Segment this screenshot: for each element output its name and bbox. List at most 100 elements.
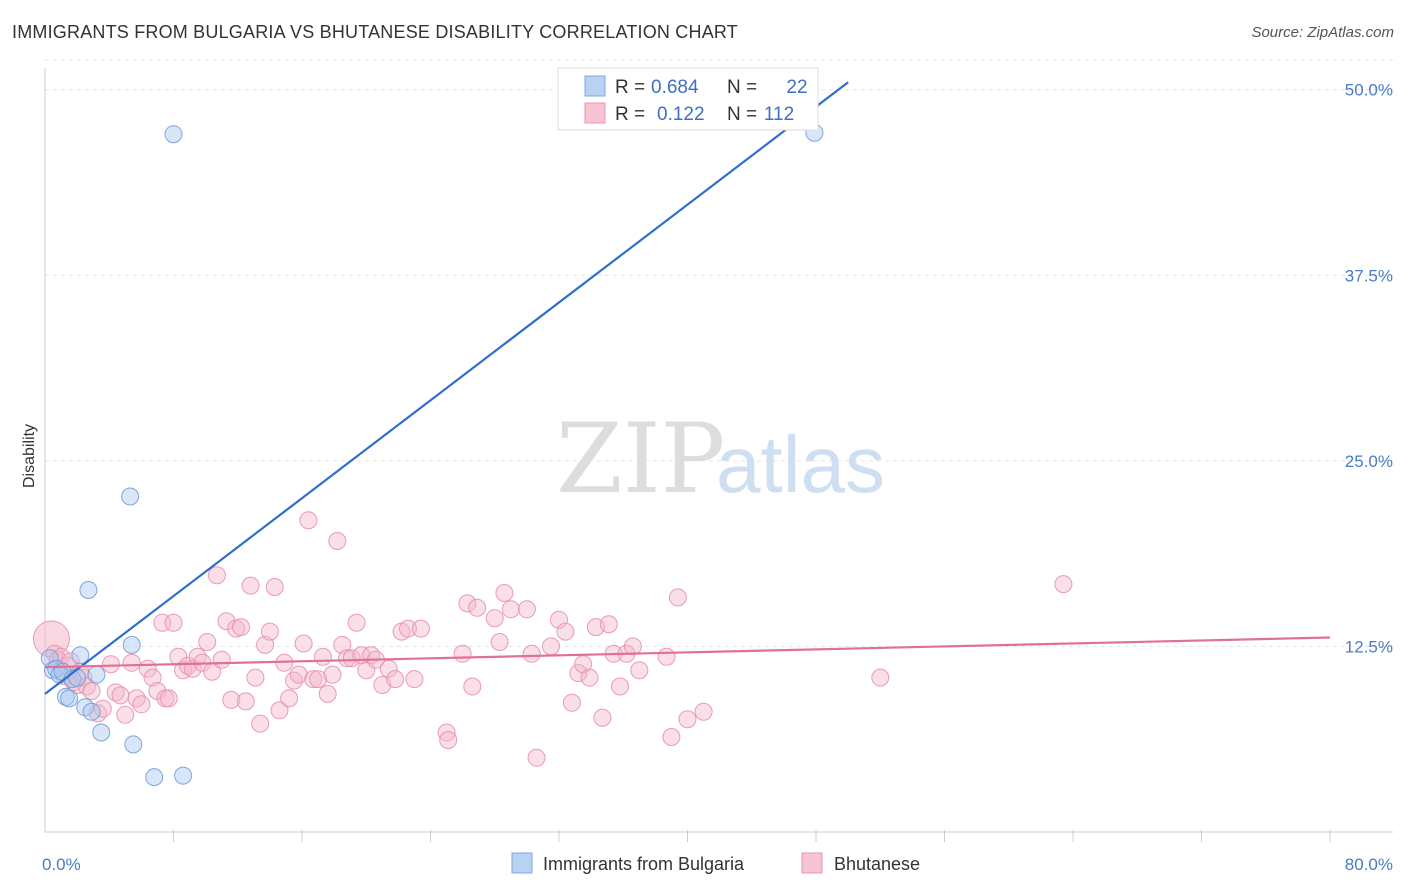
bhutanese-point-47	[256, 635, 275, 654]
legend-r-label-1: R =	[615, 77, 645, 98]
bhutanese-point-97	[580, 668, 599, 687]
bhutanese-point-82	[463, 677, 482, 696]
bhutanese-point-58	[309, 670, 328, 689]
bulgaria-point-15	[121, 487, 140, 506]
bhutanese-point-91	[542, 637, 560, 656]
bhutanese-point-66	[347, 613, 366, 632]
watermark-zip: ZIP	[556, 403, 725, 515]
bhutanese-point-108	[668, 588, 687, 607]
bhutanese-point-92	[550, 610, 568, 629]
trend-lines	[44, 81, 1331, 695]
bhutanese-point-94	[562, 693, 581, 712]
bulgaria-point-12	[82, 702, 101, 721]
bhutanese-point-38	[212, 650, 231, 669]
legend-r-label-2: R =	[615, 104, 645, 125]
bhutanese-point-45	[246, 668, 265, 687]
bhutanese-point-28	[164, 613, 183, 632]
bhutanese-point-15	[101, 655, 120, 674]
bhutanese-point-107	[662, 728, 681, 746]
bhutanese-point-21	[132, 695, 151, 714]
bhutanese-point-65	[342, 649, 361, 668]
bhutanese-point-90	[527, 748, 546, 767]
bhutanese-point-87	[501, 600, 520, 619]
bhutanese-point-54	[289, 665, 308, 684]
bhutanese-point-81	[458, 594, 477, 613]
legend-n-label-1: N =	[727, 77, 757, 98]
bhutanese-point-37	[207, 566, 226, 585]
bhutanese-point-111	[871, 668, 890, 687]
bhutanese-point-109	[678, 710, 697, 729]
bhutanese-point-88	[517, 600, 536, 619]
bhutanese-point-52	[280, 689, 299, 708]
bulgaria-point-14	[92, 723, 111, 742]
bhutanese-point-99	[593, 708, 612, 727]
x-tick-label-0: 0.0%	[42, 855, 81, 874]
bhutanese-point-63	[333, 635, 352, 654]
bhutanese-point-23	[143, 668, 162, 687]
bhutanese-point-79	[439, 731, 458, 749]
axes	[44, 68, 1393, 842]
bottom-legend-swatch-bhutanese	[801, 852, 823, 874]
y-tick-label-0: 12.5%	[1345, 637, 1393, 656]
y-axis-label: Disability	[21, 424, 38, 488]
bulgaria-point-20	[174, 766, 193, 785]
bulgaria-point-11	[79, 581, 98, 599]
bulgaria-trend-line	[44, 81, 849, 695]
bhutanese-point-73	[386, 670, 405, 689]
bhutanese-point-78	[437, 723, 456, 742]
bhutanese-point-106	[657, 647, 676, 666]
bulgaria-point-8	[68, 668, 87, 687]
bhutanese-point-33	[188, 647, 207, 666]
bhutanese-point-53	[285, 671, 303, 690]
bottom-legend-swatch-bulgaria	[511, 852, 533, 874]
bulgaria-point-19	[164, 125, 183, 144]
bhutanese-point-80	[453, 644, 472, 663]
bhutanese-point-56	[299, 511, 318, 530]
bottom-legend-label-bhutanese: Bhutanese	[834, 854, 920, 874]
bhutanese-point-84	[485, 609, 504, 628]
bhutanese-point-112	[1054, 575, 1073, 594]
x-tick-labels: 0.0% 80.0%	[42, 855, 1393, 874]
bhutanese-point-104	[623, 637, 642, 656]
bhutanese-point-50	[270, 701, 289, 720]
bhutanese-point-42	[232, 618, 250, 637]
bhutanese-point-27	[159, 689, 178, 708]
bhutanese-point-48	[260, 622, 279, 641]
bulgaria-point-17	[124, 735, 143, 754]
source-label: Source: ZipAtlas.com	[1251, 24, 1394, 41]
bhutanese-point-43	[236, 692, 255, 711]
bhutanese-point-85	[490, 633, 509, 651]
bhutanese-point-20	[127, 689, 146, 708]
bhutanese-point-83	[468, 598, 487, 617]
bhutanese-point-35	[198, 633, 217, 651]
bhutanese-point-44	[241, 576, 260, 595]
bhutanese-trend-line	[44, 636, 1331, 669]
bottom-legend: Immigrants from Bulgaria Bhutanese	[511, 852, 920, 874]
bulgaria-point-9	[71, 646, 90, 665]
bhutanese-point-16	[106, 683, 125, 702]
legend-n-label-2: N =	[727, 104, 757, 125]
bhutanese-point-12	[82, 682, 101, 700]
bhutanese-point-49	[265, 578, 284, 596]
legend-swatch-bhutanese	[584, 102, 606, 124]
bhutanese-point-77	[411, 619, 430, 638]
bhutanese-point-40	[222, 690, 241, 709]
watermark: ZIP atlas	[556, 403, 885, 515]
legend-r-value-1: 0.684	[651, 77, 699, 98]
grid	[45, 59, 1393, 647]
bhutanese-point-95	[569, 664, 588, 683]
bhutanese-point-14	[93, 699, 112, 718]
bhutanese-point-102	[611, 677, 629, 696]
bottom-legend-label-bulgaria: Immigrants from Bulgaria	[543, 854, 745, 874]
bhutanese-point-62	[328, 532, 347, 550]
legend-r-value-2: 0.122	[657, 104, 705, 125]
bhutanese-point-93	[556, 622, 575, 641]
y-tick-label-3: 50.0%	[1345, 81, 1393, 100]
bhutanese-point-18	[116, 705, 135, 724]
bulgaria-point-6	[60, 689, 79, 708]
bhutanese-point-105	[630, 661, 649, 680]
bulgaria-point-18	[145, 768, 164, 787]
bulgaria-point-13	[87, 665, 106, 684]
bhutanese-point-59	[313, 647, 332, 666]
